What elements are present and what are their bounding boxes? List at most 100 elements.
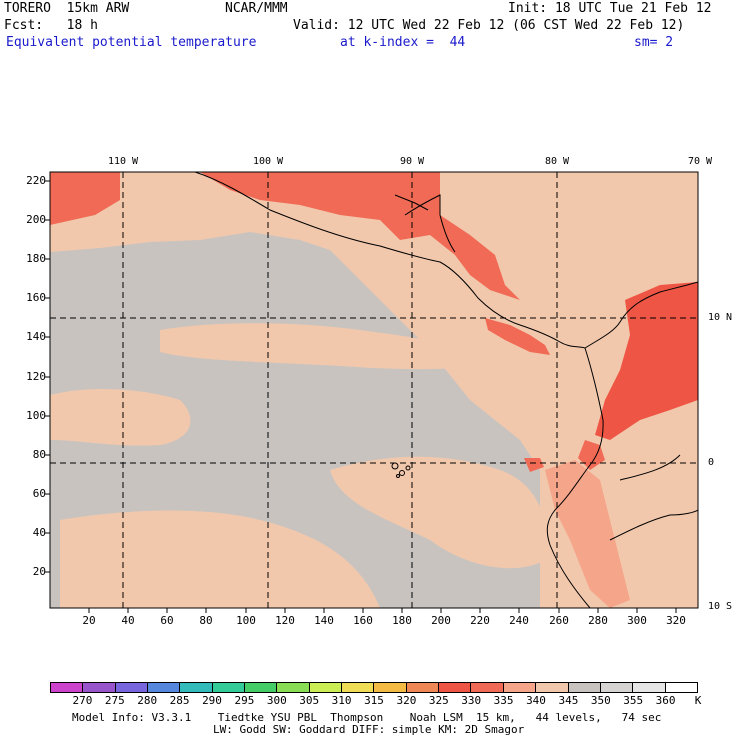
colorbar-swatch [374,683,407,692]
colorbar-swatch [115,683,149,692]
x-tick-label: 100 [236,614,256,627]
x-tick-label: 180 [392,614,412,627]
init-time: Init: 18 UTC Tue 21 Feb 12 [508,1,712,16]
x-tick-label: 40 [121,614,135,627]
y-tick-label: 40 [32,526,46,539]
latitude-label: 10 N [708,312,733,323]
colorbar-swatch [51,683,84,692]
y-tick-label: 200 [26,213,46,226]
colorbar-swatch [439,683,472,692]
physics-info: LW: Godd SW: Goddard DIFF: simple KM: 2D… [213,723,525,736]
colorbar-swatch [471,683,504,692]
colorbar-label: 280 [137,694,158,707]
colorbar-label: 340 [526,694,546,707]
longitude-label: 90 W [399,156,425,167]
y-tick-label: 180 [26,252,46,265]
longitude-label: 110 W [107,156,139,167]
latitude-label: 0 [708,457,715,468]
level-label: at k-index = 44 [340,35,466,50]
colorbar-swatch [277,683,310,692]
colorbar-label: 285 [169,694,190,707]
y-tick-label: 60 [32,487,46,500]
x-tick-label: 80 [199,614,213,627]
y-tick-label: 140 [26,330,46,343]
y-tick-label: 80 [32,448,46,461]
colorbar-swatch [309,683,343,692]
x-tick-label: 300 [627,614,647,627]
x-tick-label: 260 [549,614,569,627]
x-tick-label: 140 [314,614,334,627]
colorbar-swatch [245,683,278,692]
tick-marks [45,180,677,613]
x-tick-label: 320 [666,614,686,627]
colorbar-swatch [536,683,569,692]
valid-time: Valid: 12 UTC Wed 22 Feb 12 (06 CST Wed … [293,18,685,33]
coastlines [194,172,698,608]
northern-warm-band [50,172,698,608]
costa-rica-warm [485,318,550,355]
ocean-patch-south [60,510,380,608]
smoothing-label: sm= 2 [634,35,674,50]
x-tick-label: 280 [588,614,608,627]
field-name: Equivalent potential temperature [6,35,257,50]
x-tick-label: 60 [160,614,174,627]
longitude-label: 100 W [252,156,284,167]
colorbar-label: 360 [655,694,676,707]
colorbar-label: 270 [72,694,93,707]
colorbar-swatch [83,683,116,692]
colorbar-label: 295 [234,694,255,707]
y-tick-label: 120 [26,370,46,383]
longitude-label: 70 W [687,156,713,167]
colorbar [50,682,698,693]
colorbar-label: 320 [396,694,417,707]
colorbar-swatch [665,683,697,692]
colorbar-label: 290 [202,694,222,707]
colorbar-label: 275 [104,694,125,707]
colorbar-swatch [180,683,213,692]
colorbar-label: 350 [590,694,611,707]
y-tick-label: 20 [32,565,46,578]
y-tick-label: 100 [26,409,46,422]
plot-frame [49,171,699,609]
x-tick-label: 20 [82,614,96,627]
ocean-patch-west [50,388,191,446]
nw-corner-warm [50,172,120,225]
colorbar-label: 310 [331,694,352,707]
galapagos-warm [524,458,544,472]
x-tick-label: 200 [431,614,451,627]
y-tick-label: 220 [26,174,46,187]
colorbar-swatch [503,683,537,692]
model-info: Model Info: V3.3.1 Tiedtke YSU PBL Thomp… [72,711,662,724]
colorbar-label: 325 [428,694,449,707]
colorbar-swatch [406,683,440,692]
colorbar-label: 330 [461,694,482,707]
x-tick-label: 220 [470,614,490,627]
colorbar-label: 300 [266,694,287,707]
colorbar-label: 345 [558,694,579,707]
x-tick-label: 160 [353,614,373,627]
x-tick-label: 240 [509,614,529,627]
colorbar-label: 305 [299,694,320,707]
colorbar-label: K [694,694,702,707]
x-tick-label: 120 [275,614,295,627]
colorbar-label: 355 [623,694,644,707]
colorbar-swatch [212,683,246,692]
colorbar-label: 315 [364,694,384,707]
colorbar-label: 335 [493,694,514,707]
colombia-warm [595,282,698,440]
longitude-label: 80 W [544,156,570,167]
ocean-patch-central [160,323,500,370]
forecast-hour: Fcst: 18 h [4,18,98,33]
galapagos-islands [391,462,411,478]
colorbar-swatch [633,683,666,692]
organization-label: NCAR/MMM [225,1,288,16]
y-tick-label: 160 [26,291,46,304]
colorbar-swatch [568,683,601,692]
colorbar-swatch [342,683,375,692]
colorbar-swatch [600,683,634,692]
model-title: TORERO 15km ARW [4,1,130,16]
latitude-label: 10 S [708,601,733,612]
map-fill [50,172,698,608]
graticule [50,172,698,608]
